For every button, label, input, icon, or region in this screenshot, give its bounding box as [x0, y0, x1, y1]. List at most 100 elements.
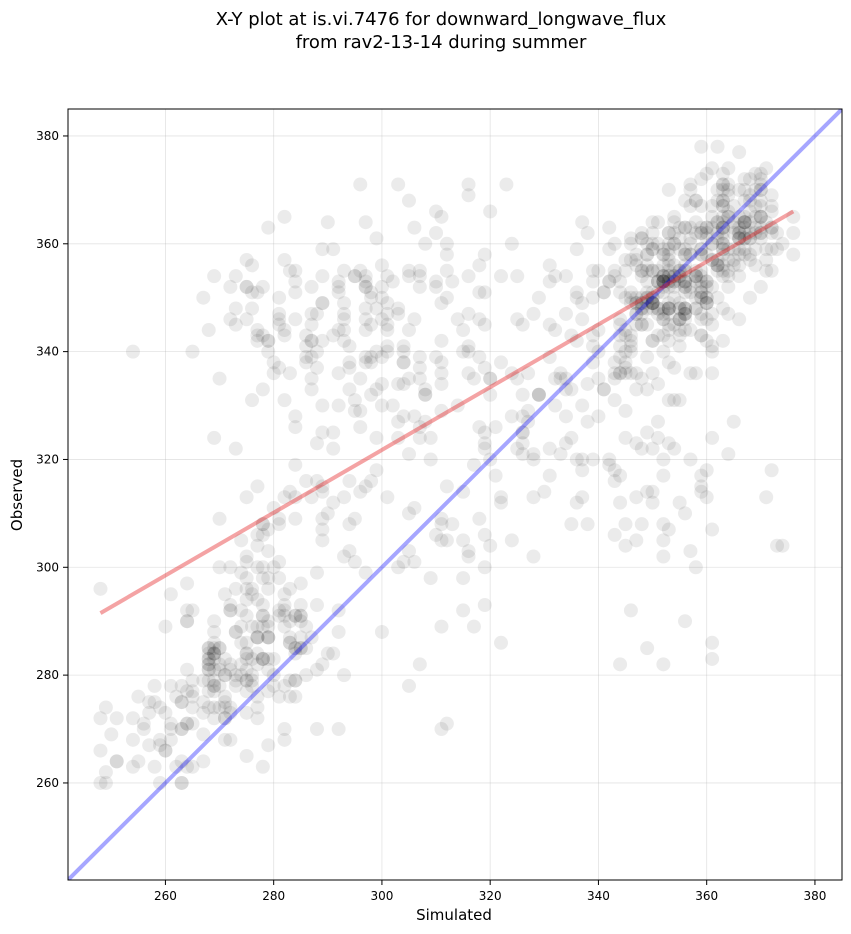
scatter-point — [661, 182, 676, 197]
scatter-point — [423, 430, 438, 445]
scatter-point — [742, 226, 757, 241]
scatter-point — [412, 279, 427, 294]
scatter-point — [98, 765, 113, 780]
scatter-point — [672, 312, 687, 327]
scatter-point — [331, 366, 346, 381]
scatter-point — [223, 603, 238, 618]
scatter-point — [488, 468, 503, 483]
scatter-point — [239, 490, 254, 505]
scatter-point — [667, 274, 682, 289]
scatter-point — [201, 662, 216, 677]
scatter-point — [629, 366, 644, 381]
scatter-point — [678, 247, 693, 262]
scatter-point — [667, 290, 682, 305]
scatter-point — [586, 355, 601, 370]
scatter-point — [412, 350, 427, 365]
scatter-point — [629, 290, 644, 305]
scatter-point — [299, 339, 314, 354]
scatter-point — [98, 775, 113, 790]
scatter-point — [304, 306, 319, 321]
scatter-point — [672, 296, 687, 311]
scatter-point — [634, 317, 649, 332]
scatter-point — [732, 209, 747, 224]
scatter-point — [255, 517, 270, 532]
scatter-point — [699, 290, 714, 305]
scatter-point — [153, 732, 168, 747]
scatter-point — [380, 317, 395, 332]
scatter-point — [245, 673, 260, 688]
scatter-point — [558, 409, 573, 424]
scatter-point — [364, 317, 379, 332]
scatter-point — [288, 511, 303, 526]
scatter-point — [326, 646, 341, 661]
scatter-point — [407, 409, 422, 424]
scatter-point — [613, 317, 628, 332]
scatter-point — [358, 215, 373, 230]
scatter-point — [418, 414, 433, 429]
scatter-point — [586, 290, 601, 305]
scatter-point — [288, 673, 303, 688]
scatter-point — [667, 279, 682, 294]
scatter-point — [564, 382, 579, 397]
scatter-point — [423, 571, 438, 586]
scatter-point — [515, 425, 530, 440]
scatter-point — [526, 452, 541, 467]
scatter-point — [245, 285, 260, 300]
scatter-point — [683, 323, 698, 338]
scatter-point — [732, 231, 747, 246]
scatter-point — [374, 290, 389, 305]
scatter-point — [196, 727, 211, 742]
scatter-point — [93, 581, 108, 596]
scatter-point — [342, 360, 357, 375]
scatter-point — [688, 263, 703, 278]
scatter-point — [640, 290, 655, 305]
scatter-point — [212, 641, 227, 656]
scatter-point — [569, 285, 584, 300]
scatter-point — [694, 285, 709, 300]
scatter-point — [315, 533, 330, 548]
scatter-point — [661, 296, 676, 311]
scatter-point — [401, 544, 416, 559]
scatter-point — [207, 684, 222, 699]
scatter-point — [228, 301, 243, 316]
scatter-point — [461, 366, 476, 381]
scatter-point — [288, 420, 303, 435]
scatter-point — [667, 317, 682, 332]
scatter-point — [667, 236, 682, 251]
x-tick-label: 340 — [587, 889, 610, 903]
scatter-point — [672, 301, 687, 316]
scatter-point — [699, 274, 714, 289]
x-tick-label: 260 — [154, 889, 177, 903]
scatter-point — [434, 722, 449, 737]
scatter-point — [185, 716, 200, 731]
scatter-point — [650, 301, 665, 316]
scatter-point — [694, 172, 709, 187]
scatter-point — [239, 252, 254, 267]
scatter-point — [358, 565, 373, 580]
scatter-point — [732, 182, 747, 197]
scatter-point — [688, 366, 703, 381]
scatter-point — [364, 387, 379, 402]
scatter-point — [201, 662, 216, 677]
scatter-point — [293, 614, 308, 629]
scatter-point — [326, 425, 341, 440]
scatter-point — [401, 371, 416, 386]
scatter-point — [742, 193, 757, 208]
scatter-point — [250, 538, 265, 553]
scatter-point — [239, 651, 254, 666]
scatter-point — [250, 689, 265, 704]
scatter-point — [391, 376, 406, 391]
scatter-point — [667, 269, 682, 284]
scatter-point — [678, 220, 693, 235]
scatter-point — [326, 441, 341, 456]
scatter-point — [309, 436, 324, 451]
scatter-point — [726, 226, 741, 241]
scatter-point — [299, 355, 314, 370]
scatter-point — [678, 285, 693, 300]
scatter-point — [196, 290, 211, 305]
scatter-point — [228, 581, 243, 596]
scatter-point — [299, 328, 314, 343]
scatter-point — [688, 301, 703, 316]
scatter-point — [688, 269, 703, 284]
scatter-point — [640, 236, 655, 251]
